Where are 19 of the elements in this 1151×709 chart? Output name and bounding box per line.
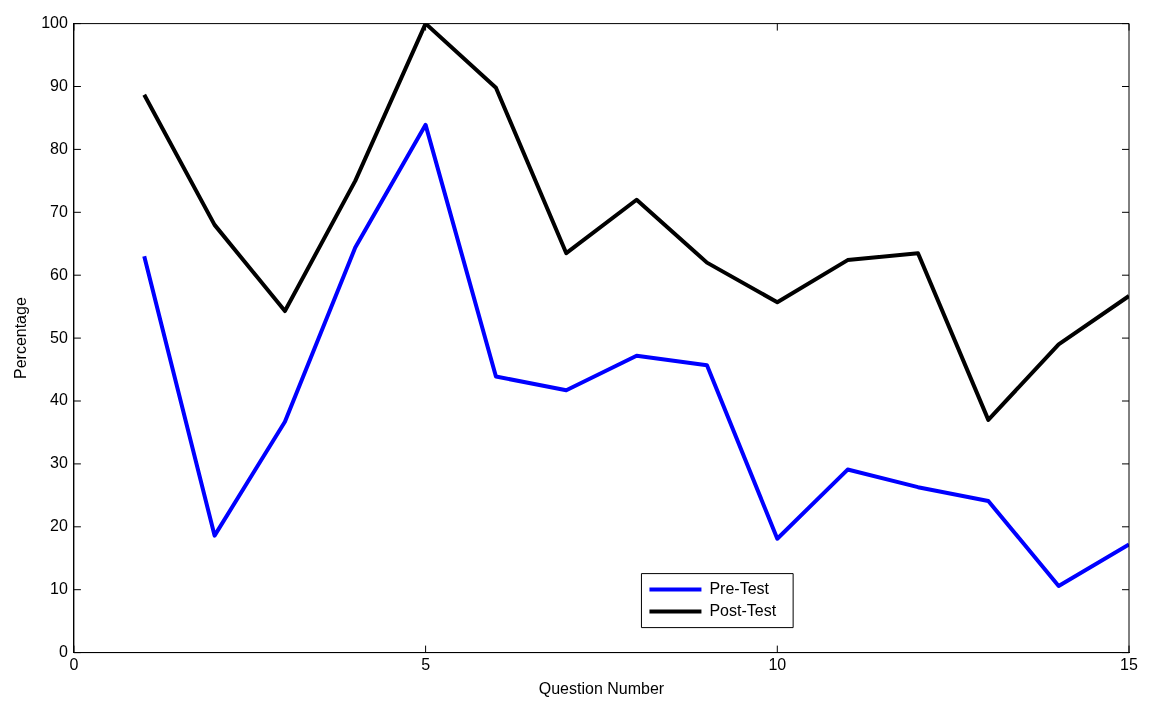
y-tick-label: 20 [50,517,68,535]
x-tick-label: 10 [768,655,787,673]
x-tick-label: 0 [69,655,79,673]
y-tick-label: 30 [50,454,68,472]
y-tick-label: 80 [50,139,68,157]
legend-label: Pre-Test [709,580,770,598]
y-tick-label: 90 [50,76,68,94]
y-tick-label: 50 [50,328,68,346]
x-tick-label: 5 [421,655,431,673]
y-tick-label: 40 [50,391,68,409]
y-tick-label: 60 [50,265,68,283]
y-tick-label: 100 [41,14,68,32]
x-tick-label: 15 [1120,655,1138,673]
x-axis-title: Question Number [538,679,665,697]
y-tick-label: 70 [50,202,68,220]
y-tick-label: 0 [58,643,68,661]
y-axis-title: Percentage [12,297,30,380]
legend-label: Post-Test [709,602,777,620]
y-tick-label: 10 [50,580,68,598]
